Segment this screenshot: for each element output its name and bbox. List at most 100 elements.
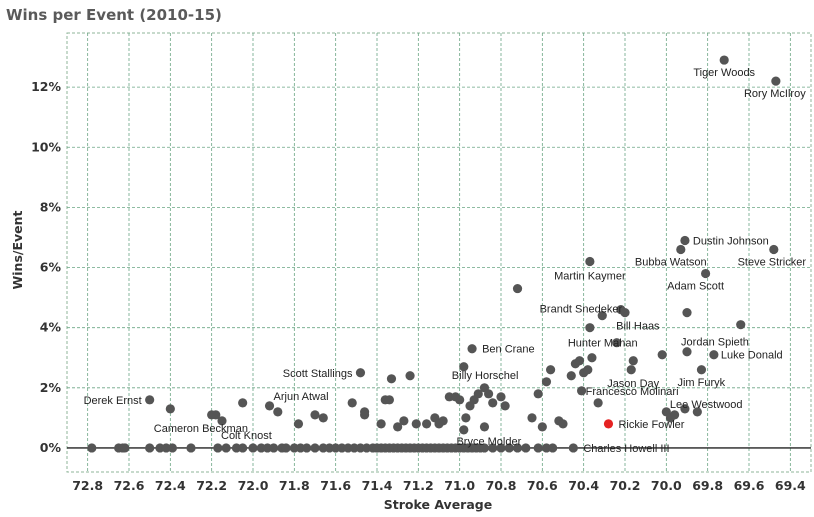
point-label: Charles Howell III bbox=[583, 443, 669, 455]
point-label: Brandt Snedeker bbox=[540, 304, 623, 316]
data-point bbox=[484, 389, 494, 399]
point-label: Jim Furyk bbox=[677, 377, 725, 389]
data-point bbox=[459, 425, 469, 435]
labeled-point bbox=[585, 323, 595, 333]
labeled-point bbox=[682, 347, 692, 357]
labeled-point bbox=[479, 422, 490, 432]
data-point bbox=[238, 443, 248, 453]
data-point bbox=[145, 443, 155, 453]
labeled-point bbox=[217, 416, 227, 426]
point-label: Martin Kaymer bbox=[554, 271, 626, 283]
data-point bbox=[736, 320, 746, 330]
axes: 72.8 72.6 72.4 72.2 72.0 71.8 71.6 71.4 71.2 71.0… bbox=[31, 79, 806, 493]
x-tick-label: 70.2 bbox=[610, 478, 641, 493]
data-point bbox=[376, 419, 386, 429]
data-point bbox=[512, 443, 523, 453]
data-point bbox=[461, 413, 471, 423]
data-point bbox=[422, 419, 432, 429]
x-tick-label: 72.2 bbox=[196, 478, 227, 493]
data-point bbox=[496, 443, 506, 453]
data-point bbox=[533, 389, 543, 399]
data-point bbox=[583, 365, 593, 375]
data-point bbox=[527, 413, 537, 423]
data-point bbox=[692, 407, 702, 417]
data-point bbox=[504, 443, 514, 453]
x-tick-label: 71.0 bbox=[444, 478, 475, 493]
data-point bbox=[318, 413, 328, 423]
data-point bbox=[574, 356, 585, 366]
point-label: Jordan Spieth bbox=[681, 337, 749, 349]
labeled-point bbox=[568, 443, 578, 453]
labeled-point bbox=[676, 244, 686, 255]
point-label: Colt Knost bbox=[221, 430, 272, 442]
labeled-point bbox=[577, 386, 587, 396]
data-point bbox=[521, 443, 531, 453]
point-label: Dustin Johnson bbox=[693, 235, 769, 247]
data-point bbox=[488, 443, 498, 453]
data-point bbox=[360, 410, 370, 420]
y-tick-label: 12% bbox=[31, 79, 61, 94]
data-point bbox=[302, 443, 312, 453]
y-tick-label: 4% bbox=[40, 320, 62, 335]
x-tick-label: 70.6 bbox=[527, 478, 558, 493]
data-point bbox=[269, 443, 279, 453]
data-point bbox=[473, 389, 483, 399]
data-points bbox=[87, 55, 781, 453]
y-tick-label: 6% bbox=[40, 260, 62, 275]
data-point bbox=[587, 353, 597, 363]
data-point bbox=[384, 395, 394, 405]
labeled-point bbox=[585, 256, 595, 267]
data-point bbox=[537, 422, 547, 432]
data-point bbox=[386, 374, 397, 384]
point-label: Luke Donald bbox=[721, 350, 783, 362]
point-label: Rickie Fowler bbox=[618, 419, 684, 431]
point-label: Francesco Molinari bbox=[586, 386, 679, 398]
data-point bbox=[593, 398, 603, 408]
data-point bbox=[548, 443, 558, 453]
data-point bbox=[682, 308, 692, 318]
x-tick-label: 70.8 bbox=[486, 478, 517, 493]
point-label: Billy Horschel bbox=[452, 370, 519, 382]
data-point bbox=[488, 398, 498, 408]
data-point bbox=[221, 443, 231, 453]
point-label: Bubba Watson bbox=[635, 256, 707, 268]
data-point bbox=[479, 443, 490, 453]
point-label: Derek Ernst bbox=[84, 395, 142, 407]
x-tick-label: 72.8 bbox=[72, 478, 103, 493]
point-label: Steve Stricker bbox=[738, 256, 807, 268]
chart-title: Wins per Event (2010-15) bbox=[6, 6, 222, 24]
data-point bbox=[450, 392, 461, 402]
labeled-point bbox=[355, 368, 366, 378]
data-point bbox=[248, 443, 258, 453]
x-tick-label: 69.4 bbox=[775, 478, 806, 493]
y-tick-label: 0% bbox=[40, 440, 62, 455]
point-label: Ben Crane bbox=[482, 344, 535, 356]
labeled-point bbox=[264, 401, 275, 411]
data-point bbox=[167, 443, 177, 453]
labeled-point bbox=[709, 350, 719, 360]
point-label: Jason Day bbox=[607, 378, 659, 390]
labeled-point bbox=[680, 404, 690, 414]
data-point bbox=[310, 410, 320, 420]
x-tick-label: 71.8 bbox=[279, 478, 310, 493]
x-tick-label: 70.0 bbox=[651, 478, 682, 493]
point-label: Lee Westwood bbox=[670, 399, 743, 411]
point-label: Hunter Mahan bbox=[568, 338, 638, 350]
data-point bbox=[597, 311, 607, 321]
x-tick-label: 71.2 bbox=[403, 478, 434, 493]
x-tick-label: 70.4 bbox=[568, 478, 599, 493]
data-point bbox=[273, 407, 283, 417]
labeled-point bbox=[696, 365, 707, 375]
point-label: Bill Haas bbox=[616, 321, 660, 333]
data-point bbox=[405, 371, 415, 381]
data-point bbox=[657, 350, 667, 360]
data-point bbox=[628, 356, 638, 366]
x-axis-title: Stroke Average bbox=[384, 497, 492, 512]
data-point bbox=[496, 392, 506, 402]
point-label: Tiger Woods bbox=[693, 67, 755, 79]
x-tick-label: 72.6 bbox=[114, 478, 145, 493]
data-point bbox=[213, 443, 223, 453]
data-point bbox=[310, 443, 320, 453]
data-point bbox=[186, 443, 196, 453]
data-point bbox=[165, 404, 175, 414]
